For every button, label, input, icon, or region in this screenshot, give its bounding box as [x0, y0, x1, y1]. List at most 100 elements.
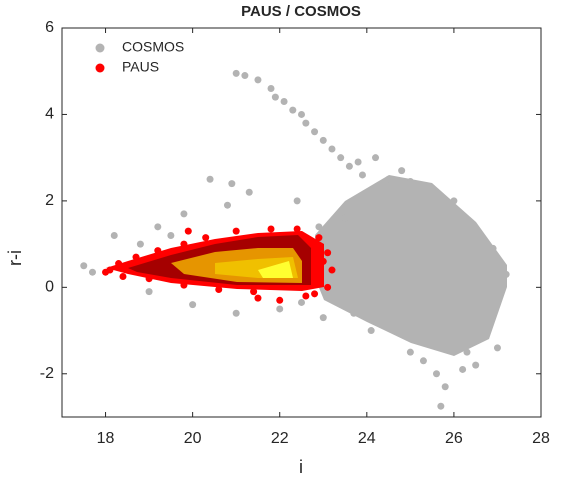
point [254, 294, 262, 302]
y-tick-label: 2 [45, 192, 54, 209]
point [267, 225, 275, 233]
y-tick-label: -2 [40, 365, 54, 382]
point [241, 72, 249, 80]
point [184, 227, 192, 235]
legend-label: COSMOS [122, 39, 184, 55]
point [419, 357, 427, 365]
point [298, 110, 305, 118]
point [232, 69, 240, 77]
point [324, 283, 332, 291]
point [502, 270, 510, 278]
point [293, 197, 301, 205]
x-axis-label: i [299, 457, 303, 477]
point [315, 223, 323, 231]
point [136, 240, 144, 248]
point [154, 247, 162, 255]
cosmos-density [315, 175, 507, 356]
point [406, 177, 414, 185]
point [385, 175, 393, 183]
y-tick-label: 4 [45, 106, 54, 123]
point [132, 253, 140, 261]
point [459, 365, 467, 373]
point [406, 348, 414, 356]
point [254, 76, 262, 84]
point [463, 348, 471, 356]
y-tick-label: 0 [45, 279, 54, 296]
point [145, 288, 153, 296]
point [102, 268, 110, 276]
point [228, 180, 236, 188]
point [145, 275, 153, 283]
point [350, 309, 358, 317]
point [80, 262, 88, 270]
point [302, 119, 310, 127]
point [119, 273, 127, 281]
point [276, 305, 284, 313]
point [110, 231, 118, 239]
point [315, 234, 323, 242]
x-tick-label: 28 [532, 430, 550, 447]
point [328, 266, 336, 274]
y-axis-label: r-i [5, 250, 25, 266]
paus-contour-5 [258, 261, 293, 278]
axes-box [61, 27, 542, 418]
point [472, 361, 480, 369]
point [450, 197, 458, 205]
point [267, 85, 275, 93]
point [167, 231, 175, 239]
point [180, 210, 188, 218]
point [428, 184, 436, 192]
point [271, 93, 279, 101]
x-tick-label: 22 [271, 430, 289, 447]
point [180, 240, 188, 248]
point [302, 292, 310, 300]
point [319, 136, 327, 144]
point [250, 288, 258, 296]
point [215, 285, 223, 293]
point [319, 314, 327, 322]
point [367, 327, 375, 335]
point [115, 260, 123, 268]
legend-label: PAUS [122, 59, 159, 75]
point [372, 154, 380, 162]
x-tick-label: 26 [445, 430, 463, 447]
point [345, 162, 353, 170]
point [324, 249, 332, 257]
point [489, 244, 497, 252]
point [358, 171, 366, 179]
x-tick-label: 20 [184, 430, 202, 447]
y-tick-label: 6 [45, 19, 54, 36]
x-tick-label: 18 [97, 430, 115, 447]
point [432, 370, 440, 378]
point [202, 234, 210, 242]
point [293, 225, 301, 233]
point [189, 301, 197, 309]
point [354, 158, 362, 166]
point [311, 290, 319, 298]
point [280, 97, 288, 105]
legend-marker [95, 43, 105, 53]
point [398, 167, 406, 175]
point [437, 402, 445, 410]
point [180, 281, 188, 289]
point [232, 227, 240, 235]
point [319, 257, 327, 265]
point [337, 154, 345, 162]
chart-title: PAUS / COSMOS [241, 3, 361, 20]
point [298, 298, 305, 306]
point [276, 296, 284, 304]
point [154, 223, 162, 231]
x-tick-label: 24 [358, 430, 376, 447]
point [289, 106, 297, 114]
point [311, 128, 319, 136]
point [88, 268, 96, 276]
point [341, 214, 349, 222]
point [441, 383, 449, 391]
point [493, 344, 501, 352]
point [206, 175, 214, 183]
point [328, 145, 336, 153]
point [245, 188, 253, 196]
point [223, 201, 231, 209]
point [232, 309, 240, 317]
